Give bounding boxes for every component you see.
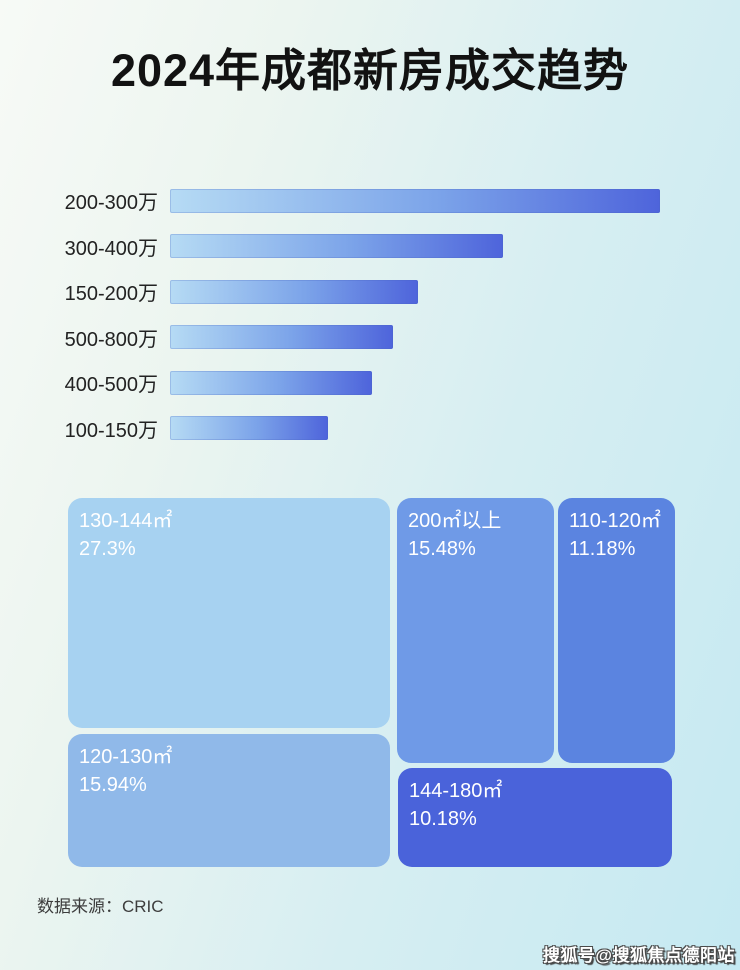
treemap-block-label: 144-180㎡ [409, 780, 503, 802]
bar-fill [170, 188, 660, 213]
bar-category-label: 500-800万 [64, 328, 158, 351]
treemap-block-120-130: 120-130㎡ 15.94% [68, 734, 390, 867]
treemap-block-percent: 15.94% [79, 774, 147, 796]
bar-fill [170, 234, 504, 259]
bar-track [170, 234, 740, 259]
bar-track [170, 279, 740, 304]
price-band-bar-chart: 200-300万 300-400万 150-200万 500-800万 400-… [0, 178, 740, 451]
treemap-block-144-180: 144-180㎡ 10.18% [398, 768, 672, 867]
treemap-block-percent: 27.3% [79, 538, 136, 560]
bar-track [170, 188, 740, 213]
bar-category-label: 200-300万 [64, 192, 158, 215]
bar-category-label: 400-500万 [64, 374, 158, 397]
bar-category-label: 100-150万 [64, 419, 158, 442]
bar-row: 300-400万 [0, 224, 740, 270]
treemap-block-200-plus: 200㎡以上 15.48% [397, 498, 554, 763]
unit-size-treemap: 130-144㎡ 27.3% 120-130㎡ 15.94% 200㎡以上 15… [68, 498, 675, 867]
sohu-watermark: 搜狐号@搜狐焦点德阳站 [542, 946, 735, 965]
treemap-block-percent: 10.18% [409, 808, 477, 830]
treemap-block-label: 130-144㎡ [79, 510, 173, 532]
data-source-note: 数据来源：CRIC [37, 897, 164, 916]
bar-fill [170, 325, 393, 350]
treemap-block-130-144: 130-144㎡ 27.3% [68, 498, 390, 728]
treemap-block-label: 110-120㎡ [569, 510, 661, 532]
bar-row: 400-500万 [0, 360, 740, 406]
bar-row: 100-150万 [0, 406, 740, 452]
bar-track [170, 416, 740, 441]
page-title: 2024年成都新房成交趋势 [110, 45, 630, 96]
bar-fill [170, 416, 328, 441]
bar-fill [170, 370, 372, 395]
bar-row: 200-300万 [0, 178, 740, 224]
bar-track [170, 370, 740, 395]
bar-category-label: 150-200万 [64, 283, 158, 306]
treemap-block-110-120: 110-120㎡ 11.18% [558, 498, 675, 763]
bar-category-label: 300-400万 [64, 237, 158, 260]
treemap-block-label: 200㎡以上 [408, 510, 502, 532]
bar-row: 500-800万 [0, 315, 740, 361]
bar-fill [170, 279, 418, 304]
treemap-block-percent: 15.48% [408, 538, 476, 560]
bar-row: 150-200万 [0, 269, 740, 315]
bar-track [170, 325, 740, 350]
treemap-block-label: 120-130㎡ [79, 746, 173, 768]
treemap-block-percent: 11.18% [569, 538, 636, 560]
